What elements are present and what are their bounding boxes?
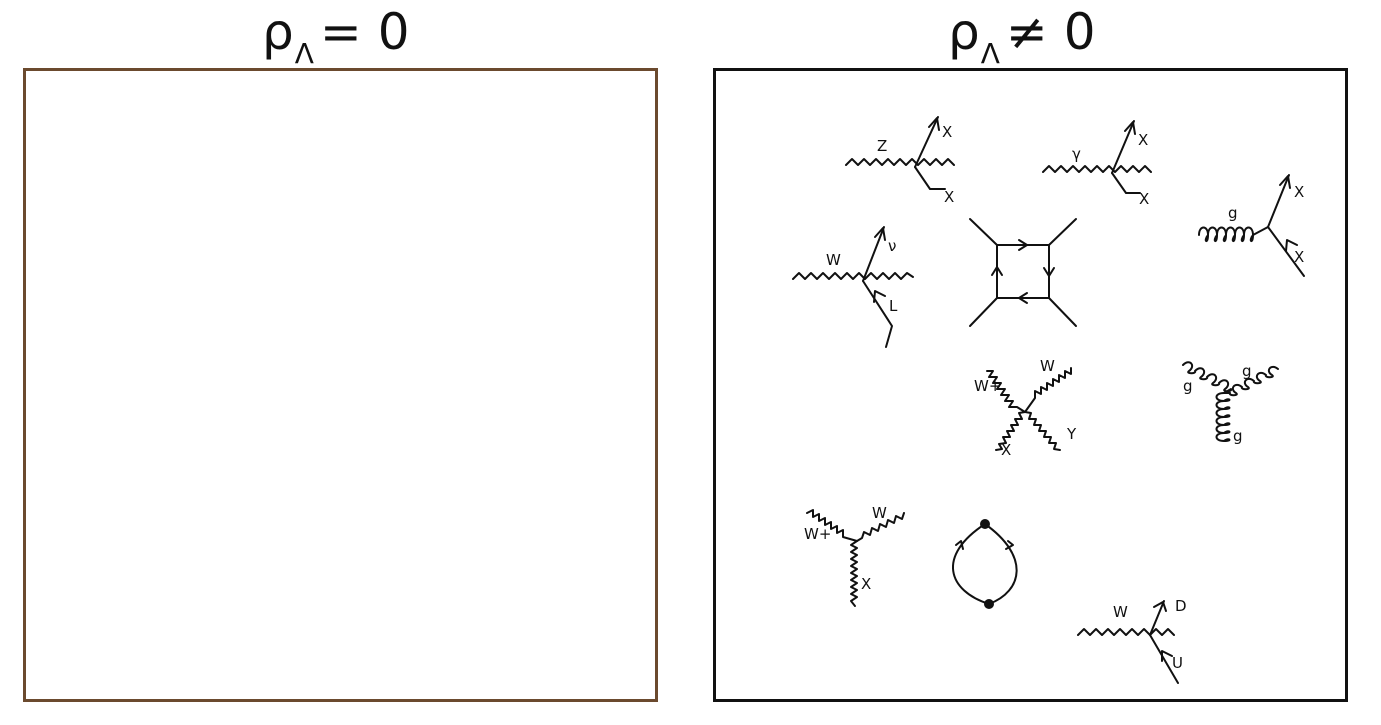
bubble-loop-right <box>984 523 1018 605</box>
gluon-line <box>1223 365 1279 397</box>
fermion-line <box>1149 600 1165 636</box>
lambda-subscript: Λ <box>294 37 314 70</box>
external-line <box>969 218 998 246</box>
label-w: W <box>826 251 841 269</box>
fermion-line <box>914 166 946 190</box>
arrow-icon <box>874 227 886 241</box>
label-u: U <box>1172 654 1183 672</box>
fermion-line <box>1111 120 1135 174</box>
box-loop-diagram <box>969 218 1077 327</box>
w-boson-line <box>806 509 858 542</box>
w-boson-line <box>1024 367 1072 413</box>
triple-gauge-vertex-diagram: W+ W X <box>804 504 905 607</box>
arrow-icon <box>1279 175 1291 189</box>
fermion-line <box>1111 172 1141 194</box>
label-d: D <box>1175 597 1187 615</box>
lambda-subscript: Λ <box>980 37 1000 70</box>
left-panel-title: ρΛ = 0 <box>262 2 410 70</box>
fermion-line <box>914 116 939 168</box>
quartic-vertex-diagram: W+ W X Y <box>974 357 1077 459</box>
fermion-line <box>862 226 885 282</box>
w-decay-vertex-diagram: W D U <box>1077 597 1187 684</box>
label-wplus: W+ <box>974 377 1001 395</box>
box-loop <box>996 244 1050 299</box>
label-x: X <box>1001 441 1011 459</box>
arrow-icon <box>1018 292 1028 304</box>
external-line <box>1048 218 1077 246</box>
arrow-icon <box>991 266 1003 276</box>
label-x: X <box>944 188 954 206</box>
label-g: g <box>1242 362 1252 380</box>
gluon-vertex-diagram: g X X <box>1198 174 1305 277</box>
arrow-icon <box>1153 601 1167 612</box>
bubble-loop-left <box>952 523 990 605</box>
label-x: X <box>942 123 952 141</box>
arrow-icon <box>955 540 964 550</box>
label-y: Y <box>1066 425 1077 443</box>
arrow-icon <box>1161 650 1173 662</box>
vacuum-bubble-diagram <box>952 519 1018 609</box>
fermion-line <box>1149 634 1179 684</box>
label-x: X <box>1138 131 1148 149</box>
fermion-line <box>1267 174 1290 228</box>
gluon-line <box>1182 361 1233 394</box>
w-boson-line <box>995 411 1026 451</box>
w-boson-line <box>1024 411 1061 451</box>
gluon-line <box>1215 392 1231 442</box>
arrow-icon <box>1018 239 1028 251</box>
rho-symbol: ρ <box>948 3 980 61</box>
right-panel-title: ρΛ ≠ 0 <box>948 2 1096 70</box>
vertex-dot <box>984 599 994 609</box>
label-g: g <box>1183 377 1193 395</box>
label-x: X <box>1294 248 1304 266</box>
photon-vertex-diagram: γ X X <box>1042 120 1152 208</box>
label-nu: ν <box>888 237 896 255</box>
label-w: W <box>872 504 887 522</box>
arrow-icon <box>1005 540 1014 550</box>
label-gamma: γ <box>1072 145 1081 163</box>
w-boson-line <box>986 370 1026 413</box>
w-boson-line <box>792 272 914 280</box>
vertex-dot <box>980 519 990 529</box>
w-boson-line <box>850 540 858 607</box>
z-boson-line <box>845 158 955 166</box>
w-boson-vertex-diagram: W ν L <box>792 226 914 348</box>
external-line <box>969 297 998 327</box>
z-boson-vertex-diagram: Z X X <box>845 116 955 206</box>
label-x: X <box>1139 190 1149 208</box>
label-x: X <box>1294 183 1304 201</box>
arrow-icon <box>928 117 940 131</box>
external-line <box>1048 297 1077 327</box>
label-wplus: W+ <box>804 525 831 543</box>
empty-vacuum-panel <box>23 68 658 702</box>
feynman-diagrams-canvas: Z X X γ X X g X X W ν L <box>792 116 1305 684</box>
label-g: g <box>1233 427 1243 445</box>
triple-gluon-vertex-diagram: g g g <box>1182 361 1279 445</box>
fermion-line <box>862 280 893 348</box>
label-l: L <box>889 297 898 315</box>
label-w: W <box>1040 357 1055 375</box>
rho-symbol: ρ <box>262 3 294 61</box>
gluon-line <box>1198 226 1269 242</box>
equals-zero: = 0 <box>319 3 410 61</box>
photon-line <box>1042 165 1152 173</box>
feynman-diagrams-panel: Z X X γ X X g X X W ν L <box>713 68 1348 702</box>
label-z: Z <box>877 137 887 155</box>
not-equals-zero: ≠ 0 <box>1005 3 1096 61</box>
arrow-icon <box>1043 267 1055 277</box>
label-g: g <box>1228 204 1238 222</box>
arrow-icon <box>1124 121 1136 135</box>
label-x: X <box>861 575 871 593</box>
arrow-icon <box>873 290 886 303</box>
arrow-icon <box>1285 239 1298 252</box>
label-w: W <box>1113 603 1128 621</box>
w-boson-line <box>1077 628 1175 636</box>
w-boson-line <box>856 512 905 542</box>
